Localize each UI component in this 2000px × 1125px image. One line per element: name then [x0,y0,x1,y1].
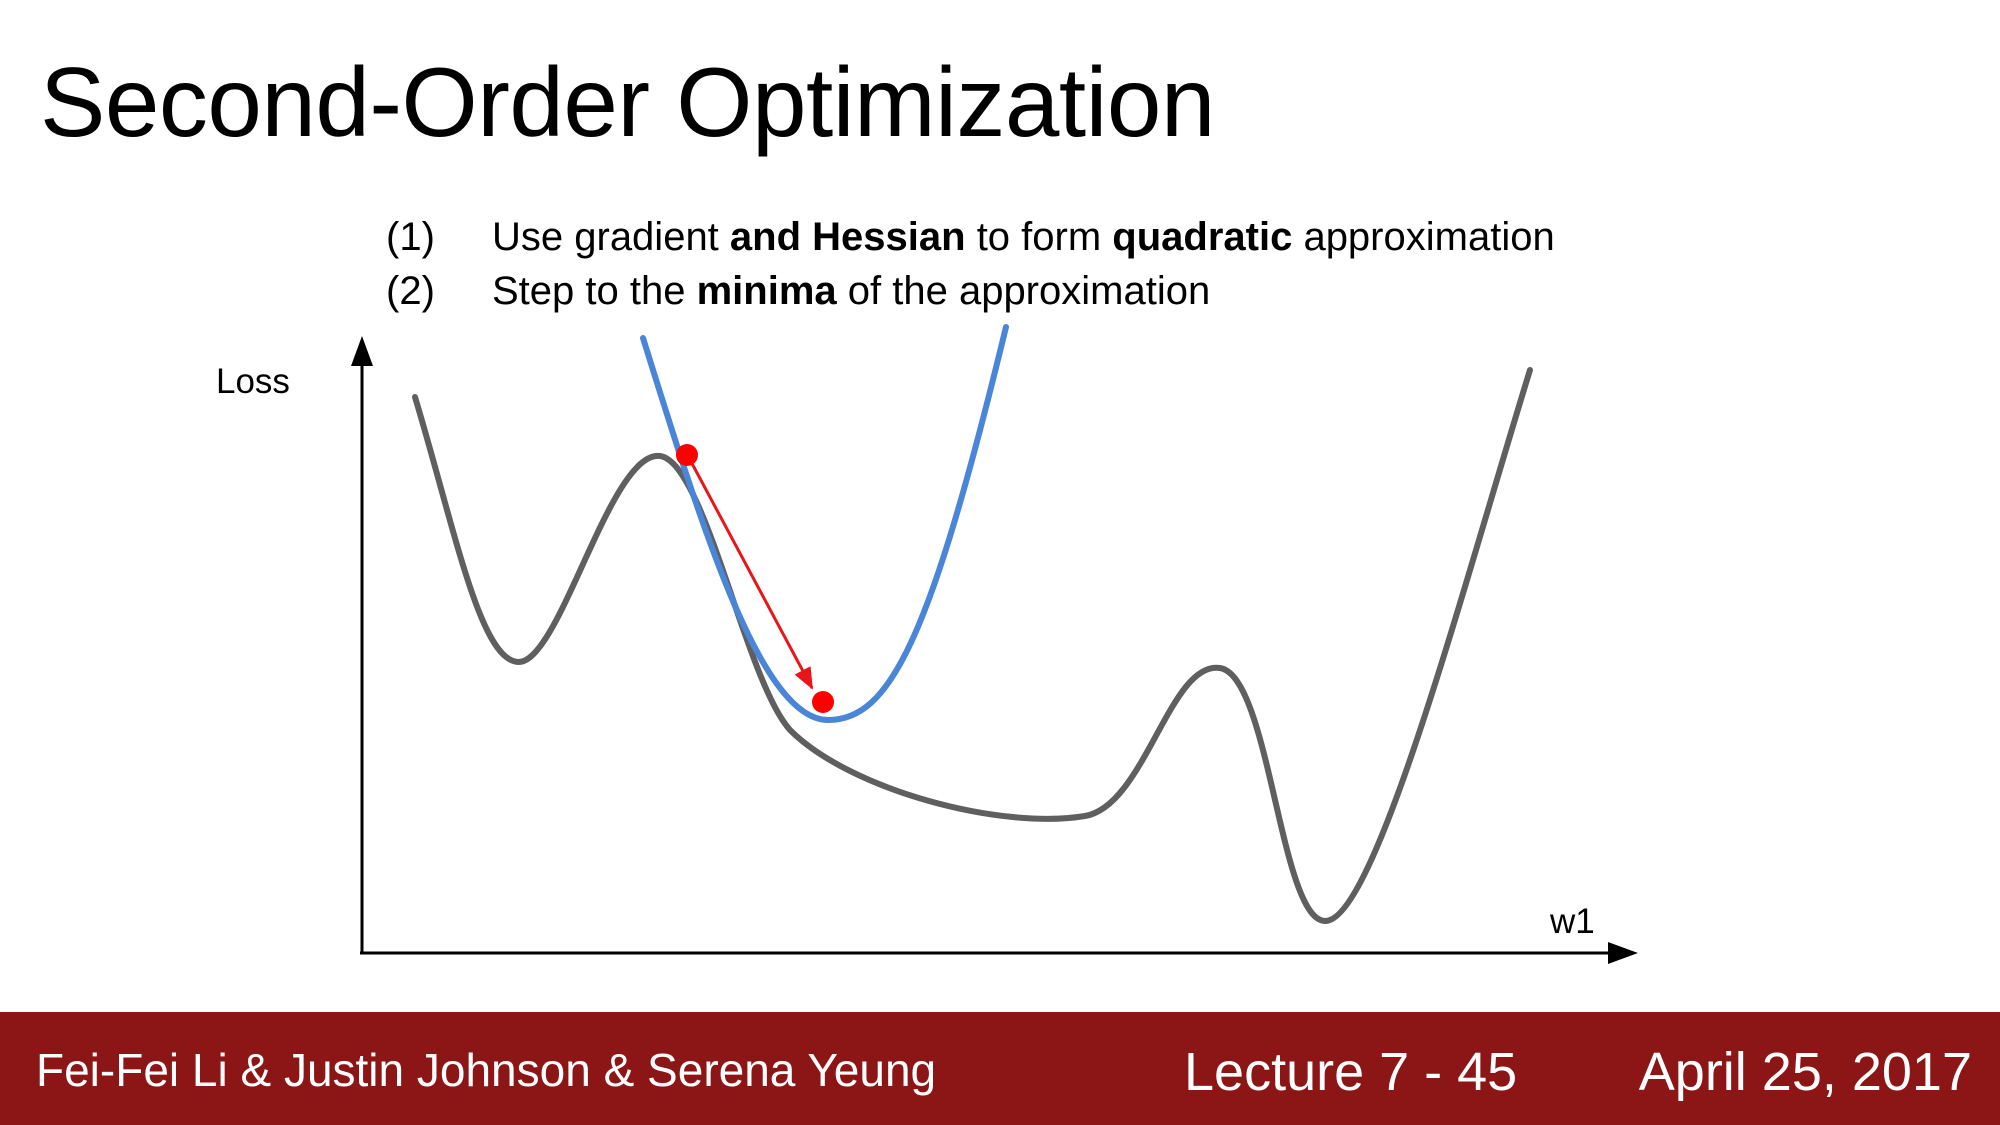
y-axis-label: Loss [216,362,290,401]
slide-title: Second-Order Optimization [40,47,1215,157]
footer-lecture-number: Lecture 7 - 45 [1184,1042,1518,1102]
loss-curve [412,367,1533,925]
step-2-emphasis-minima: minima [696,269,837,313]
step-2-text: Step to the minima of the approximation [492,264,1210,318]
x-axis-arrowhead-icon [1608,942,1638,964]
step-1-number: (1) [386,215,435,259]
step-2-number: (2) [386,269,435,313]
step-1-text-part: approximation [1292,215,1555,259]
step-1-emphasis-quadratic: quadratic [1112,215,1293,259]
newton-step-arrow [686,455,814,690]
footer-bar: Fei-Fei Li & Justin Johnson & Serena Yeu… [0,1012,2000,1125]
step-2-text-part: Step to the [492,269,697,313]
step-1-text-part: to form [965,215,1113,259]
x-axis-label: w1 [1549,902,1595,941]
footer-date: April 25, 2017 [1638,1042,1972,1102]
quadratic-approximation-curve [640,324,1009,724]
y-axis-arrowhead-icon [351,336,373,366]
step-1-emphasis-hessian: and Hessian [729,215,966,259]
step-2-text-part: of the approximation [836,269,1211,313]
step-1-text: Use gradient and Hessian to form quadrat… [492,210,1555,264]
approximation-minimum-point [812,691,834,713]
step-1-text-part: Use gradient [492,215,730,259]
current-point [676,444,698,466]
footer-authors: Fei-Fei Li & Justin Johnson & Serena Yeu… [36,1044,937,1096]
